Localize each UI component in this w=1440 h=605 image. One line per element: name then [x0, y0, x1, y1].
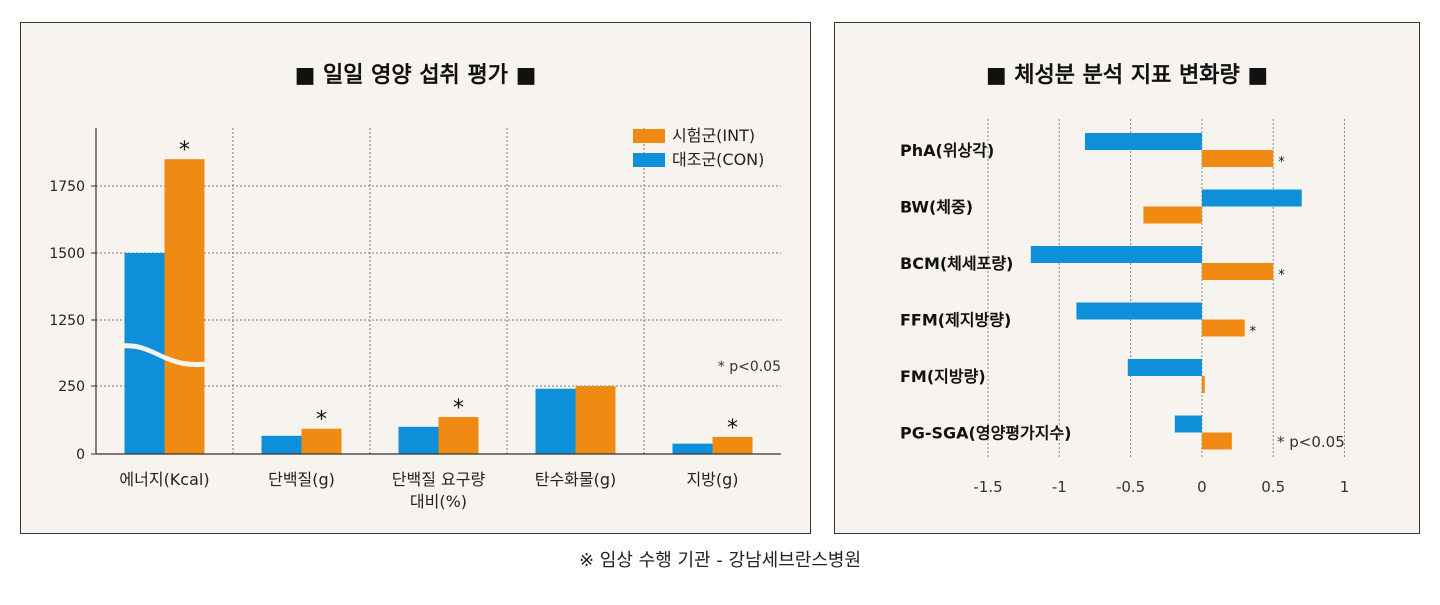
x-tick-label: 1: [1340, 478, 1350, 496]
x-category-label: 에너지(Kcal): [119, 470, 209, 489]
bar-orange: [1201, 319, 1245, 337]
y-tick-label: 0: [76, 447, 85, 463]
significance-note: * p<0.05: [1277, 433, 1345, 451]
bar-int: [164, 159, 205, 454]
left-chart-svg: 0 250 1250 1500 1750 에너지(Kcal) * 단백질(g) * 단백질 요구량…: [49, 126, 781, 511]
bar-orange: [1201, 376, 1205, 393]
significance-star: *: [727, 416, 738, 441]
y-category-label: BCM(체세포량): [900, 254, 1013, 273]
significance-star: *: [1278, 268, 1285, 283]
y-tick-label: 1500: [49, 246, 85, 262]
x-category-label: 단백질 요구량: [392, 470, 486, 489]
x-tick-label: 0.5: [1261, 478, 1285, 496]
bar-blue: [1030, 246, 1202, 263]
significance-note: * p<0.05: [718, 359, 781, 375]
legend-label: 대조군(CON): [672, 150, 764, 169]
significance-star: *: [316, 408, 327, 433]
x-category-label: 대비(%): [410, 492, 467, 511]
significance-star: *: [1250, 325, 1257, 340]
y-tick-label: 250: [58, 379, 85, 395]
bar-orange: [1201, 263, 1274, 280]
y-category-label: PhA(위상각): [900, 141, 994, 160]
bar-orange: [1201, 432, 1232, 450]
y-category-label: FM(지방량): [900, 367, 986, 386]
legend-label: 시험군(INT): [672, 126, 755, 145]
significance-star: *: [179, 138, 190, 163]
bar-blue: [1201, 189, 1302, 207]
bar-con: [672, 443, 713, 454]
right-chart-title: ■ 체성분 분석 지표 변화량 ■: [985, 63, 1269, 88]
bar-int: [438, 417, 479, 454]
bar-con: [398, 426, 439, 454]
bar-blue: [1174, 415, 1202, 433]
significance-star: *: [453, 396, 464, 421]
bar-int: [575, 386, 616, 454]
bar-con: [261, 435, 302, 454]
y-category-label: BW(체중): [900, 198, 973, 217]
x-tick-label: -1: [1052, 478, 1067, 496]
footer-note: ※ 임상 수행 기관 - 강남세브란스병원: [578, 550, 862, 571]
bar-int: [712, 436, 753, 454]
y-category-label: PG-SGA(영양평가지수): [900, 424, 1071, 443]
right-chart-panel: ■ 체성분 분석 지표 변화량 ■ -1.5 -1 -0.5 0 0.5 1 PhA(위상각…: [834, 22, 1420, 534]
bar-blue: [1084, 133, 1202, 150]
bar-blue: [1127, 359, 1202, 376]
x-tick-label: -1.5: [973, 478, 1002, 496]
significance-star: *: [1278, 155, 1285, 170]
axis-break-wave: [118, 343, 211, 368]
left-chart-title: ■ 일일 영양 섭취 평가 ■: [294, 63, 537, 88]
x-category-label: 탄수화물(g): [535, 470, 617, 489]
legend-swatch: [633, 153, 665, 167]
bar-con: [535, 388, 576, 454]
x-category-label: 지방(g): [686, 470, 738, 489]
bar-blue: [1076, 302, 1202, 320]
bar-int: [301, 428, 342, 454]
x-category-label: 단백질(g): [268, 470, 335, 489]
legend-swatch: [633, 129, 665, 143]
y-tick-label: 1250: [49, 313, 85, 329]
x-tick-label: 0: [1197, 478, 1207, 496]
x-tick-label: -0.5: [1116, 478, 1145, 496]
left-chart-panel: ■ 일일 영양 섭취 평가 ■ 0 250 1250 1500 1750 에너지(Kcal…: [20, 22, 811, 534]
y-tick-label: 1750: [49, 179, 85, 195]
bar-orange: [1143, 206, 1202, 224]
y-category-label: FFM(제지방량): [900, 311, 1011, 330]
bar-orange: [1201, 150, 1274, 167]
right-chart-svg: -1.5 -1 -0.5 0 0.5 1 PhA(위상각) * BW(체중) BCM(체세포량) *…: [900, 119, 1350, 496]
